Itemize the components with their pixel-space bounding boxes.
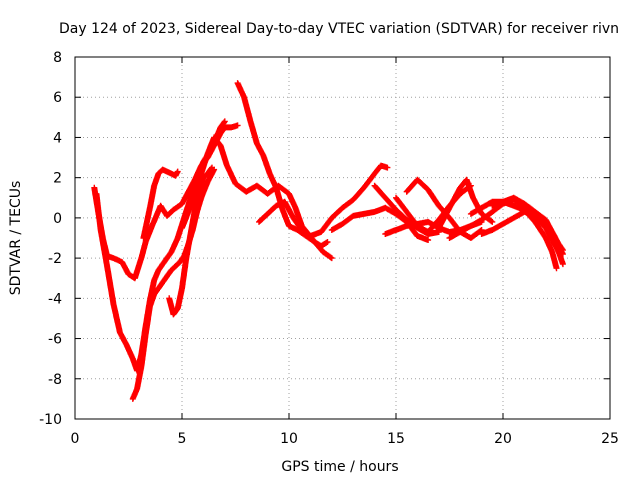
y-tick-label: 6 — [53, 90, 62, 106]
axis-ticks — [74, 56, 611, 420]
series-track-7 — [234, 80, 335, 262]
y-tick-label: -4 — [48, 291, 62, 307]
x-tick-label: 10 — [280, 431, 298, 447]
y-tick-label: 2 — [53, 171, 62, 187]
x-tick-label: 25 — [601, 431, 619, 447]
x-tick-label: 15 — [387, 431, 405, 447]
series-markers — [446, 196, 566, 268]
grid-lines — [75, 57, 610, 419]
y-tick-label: -10 — [39, 412, 62, 428]
y-tick-label: -6 — [48, 332, 62, 348]
y-tick-label: 8 — [53, 50, 62, 66]
series-markers — [435, 176, 496, 231]
x-tick-label: 5 — [178, 431, 187, 447]
plot-frame — [74, 56, 611, 420]
series-track-15 — [446, 196, 566, 268]
y-tick-label: -8 — [48, 372, 62, 388]
y-tick-label: 0 — [53, 211, 62, 227]
series-markers — [234, 80, 335, 262]
chart-title: Day 124 of 2023, Sidereal Day-to-day VTE… — [59, 21, 619, 37]
x-tick-label: 0 — [71, 431, 80, 447]
series-markers — [166, 164, 215, 318]
tick-labels: 0 5 10 15 20 25 -10 -8 -6 -4 -2 0 2 4 6 8 — [39, 50, 619, 447]
y-tick-label: 4 — [53, 130, 62, 146]
x-tick-label: 20 — [494, 431, 512, 447]
series-track-8 — [256, 162, 391, 239]
series-track-18 — [489, 194, 566, 254]
y-axis-label: SDTVAR / TECUs — [8, 181, 24, 296]
data-series — [91, 80, 566, 402]
series-track-4 — [140, 166, 181, 241]
series-markers — [256, 162, 391, 239]
series-markers — [140, 166, 181, 241]
x-axis-label: GPS time / hours — [281, 459, 398, 475]
series-track-3 — [129, 166, 218, 402]
series-track-14 — [435, 176, 496, 231]
y-tick-label: -2 — [48, 251, 62, 267]
series-markers — [129, 166, 218, 402]
series-track-5 — [166, 164, 215, 318]
series-markers — [489, 194, 566, 254]
